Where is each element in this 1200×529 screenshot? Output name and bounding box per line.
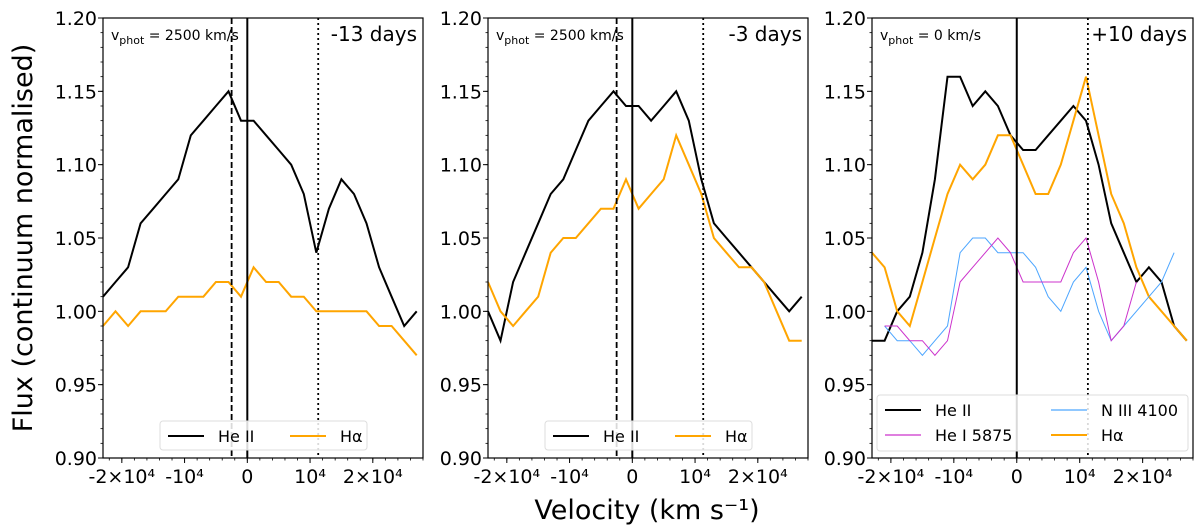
panel-1: 0.90 0.95 1.00 1.05 1.10 1.15 1.20 -2×10⁴ -10⁴ 0 1… [55, 8, 424, 488]
x-tick-label: 0 [626, 466, 638, 488]
y-tick-label: 1.05 [824, 228, 866, 250]
legend-label: N III 4100 [1101, 401, 1178, 420]
y-tick-label: 0.90 [55, 448, 97, 470]
x-tick-label: -2×10⁴ [858, 466, 925, 488]
x-tick-label: 2×10⁴ [1113, 466, 1173, 488]
x-tick-label: -10⁴ [550, 466, 589, 488]
epoch-label: -13 days [331, 22, 417, 46]
vphot-value: = 2500 km/s [529, 28, 623, 44]
y-tick-label: 1.15 [440, 81, 482, 103]
y-tick-label: 1.10 [824, 155, 866, 177]
y-tick-label: 0.95 [440, 375, 482, 397]
legend-label: Hα [340, 427, 363, 446]
x-tick-label: 0 [241, 466, 253, 488]
y-tick-label: 0.95 [55, 375, 97, 397]
x-tick-label: -10⁴ [165, 466, 204, 488]
legend: He II Hα [544, 420, 753, 451]
legend: He II Hα [159, 420, 368, 451]
y-tick-label: 1.00 [824, 301, 866, 323]
y-tick-label: 1.00 [440, 301, 482, 323]
series-line-h- [103, 265, 418, 356]
legend-frame [876, 394, 1189, 452]
series-line-h- [872, 76, 1188, 342]
epoch-label: -3 days [728, 22, 802, 46]
legend-label: He I 5875 [935, 426, 1012, 445]
x-tick-label: 10⁴ [294, 466, 326, 488]
legend-label: Hα [1101, 426, 1124, 445]
vphot-v: v [880, 28, 888, 44]
panel-2: 0.90 0.95 1.00 1.05 1.10 1.15 1.20 -2×10⁴ -10⁴ 0 1… [440, 8, 809, 488]
legend-label: He II [218, 427, 254, 446]
series-line-he-ii [103, 89, 418, 328]
vphot-subscript: phot [119, 34, 145, 47]
vphot-annotation: vphot = 2500 km/s [111, 28, 239, 47]
series-line-he-ii [872, 75, 1188, 342]
vphot-annotation: vphot = 0 km/s [880, 28, 981, 47]
series-line-h- [488, 132, 802, 342]
plot-frame [487, 17, 809, 459]
x-tick-label: 0 [1011, 466, 1023, 488]
legend-label: Hα [725, 427, 748, 446]
x-tick-label: -2×10⁴ [473, 466, 540, 488]
vphot-value: = 2500 km/s [144, 28, 238, 44]
y-tick-label: 0.95 [824, 375, 866, 397]
legend-frame [159, 420, 368, 451]
plot-frame [102, 17, 424, 459]
vphot-subscript: phot [504, 34, 530, 47]
series-line-n-iii-4100 [884, 237, 1175, 357]
legend-label: He II [603, 427, 639, 446]
x-axis-label: Velocity (km s⁻¹) [534, 495, 759, 526]
y-tick-label: 1.10 [55, 155, 97, 177]
vphot-v: v [111, 28, 119, 44]
y-tick-label: 0.90 [440, 448, 482, 470]
vphot-v: v [496, 28, 504, 44]
y-tick-label: 1.15 [824, 81, 866, 103]
x-tick-label: -10⁴ [934, 466, 973, 488]
vphot-subscript: phot [888, 34, 914, 47]
y-tick-label: 1.20 [824, 8, 866, 30]
x-tick-label: 10⁴ [679, 466, 711, 488]
panel-3: 0.90 0.95 1.00 1.05 1.10 1.15 1.20 -2×10⁴ -10⁴ 0 1… [824, 8, 1194, 488]
legend-label: He II [935, 401, 971, 420]
vphot-value: = 0 km/s [913, 28, 981, 44]
y-axis-label: Flux (continuum normalised) [8, 44, 39, 432]
legend-frame [544, 420, 753, 451]
y-tick-label: 1.15 [55, 81, 97, 103]
plot-frame [871, 17, 1194, 459]
y-tick-label: 1.05 [55, 228, 97, 250]
y-tick-label: 0.90 [824, 448, 866, 470]
y-tick-label: 1.05 [440, 228, 482, 250]
y-tick-label: 1.20 [440, 8, 482, 30]
x-tick-label: 2×10⁴ [728, 466, 788, 488]
vphot-annotation: vphot = 2500 km/s [496, 28, 624, 47]
y-tick-label: 1.00 [55, 301, 97, 323]
x-tick-label: -2×10⁴ [88, 466, 155, 488]
x-tick-label: 10⁴ [1064, 466, 1096, 488]
series-line-he-i-5875 [884, 236, 1137, 357]
y-tick-label: 1.10 [440, 155, 482, 177]
y-tick-label: 1.20 [55, 8, 97, 30]
series-line-he-ii [488, 89, 803, 344]
x-tick-label: 2×10⁴ [343, 466, 403, 488]
epoch-label: +10 days [1091, 22, 1187, 46]
legend: He II He I 5875 N III 4100 Hα [876, 394, 1189, 452]
